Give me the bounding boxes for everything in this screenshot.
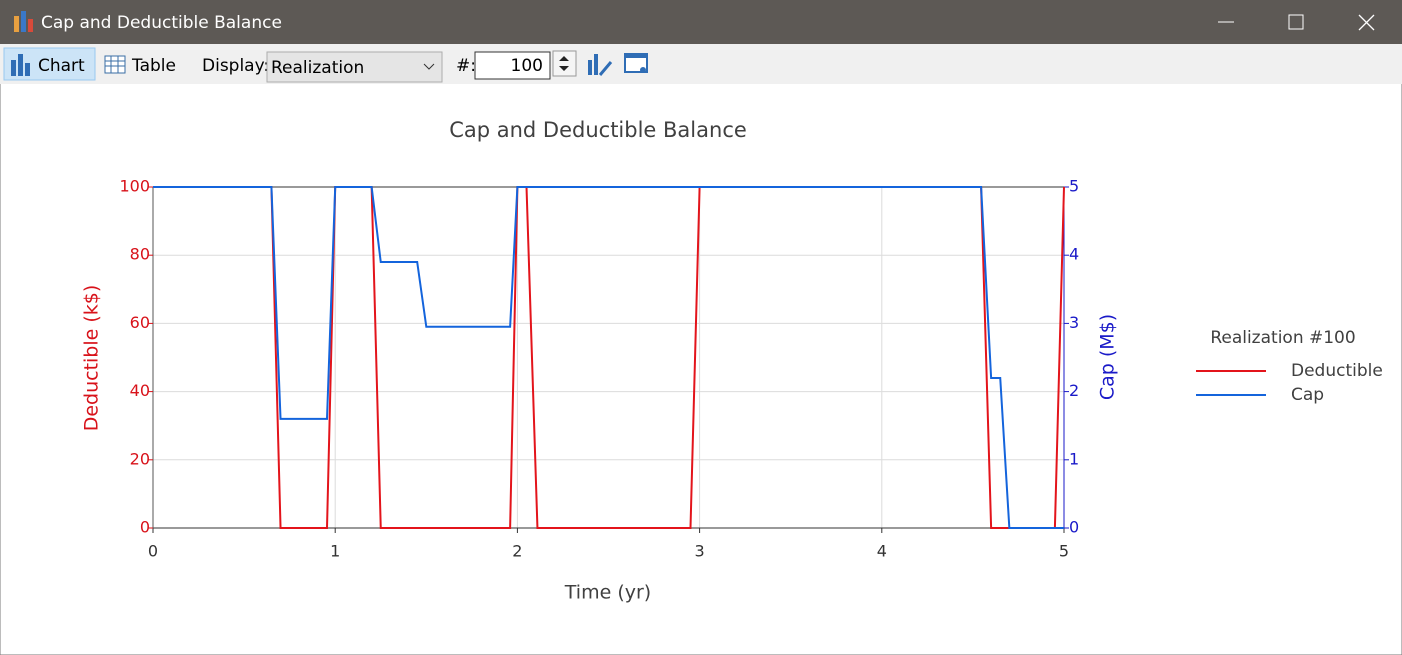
x-tick-label: 5: [1059, 542, 1069, 561]
y-tick-label: 60: [130, 313, 150, 332]
app-icon: [14, 11, 33, 32]
chart-icon: [11, 54, 30, 76]
table-tab-label[interactable]: Table: [131, 56, 176, 76]
y2-tick-label: 2: [1069, 381, 1079, 400]
display-label: Display:: [202, 56, 269, 76]
y-tick-label: 100: [119, 177, 150, 196]
dropdown-arrow: [423, 63, 435, 70]
chart-tab-label: Chart: [38, 56, 85, 76]
y2-tick-label: 1: [1069, 449, 1079, 468]
window-title: Cap and Deductible Balance: [41, 13, 282, 33]
legend-label: Cap: [1291, 385, 1324, 405]
settings-button[interactable]: [624, 53, 648, 73]
number-value: 100: [511, 56, 543, 76]
display-select[interactable]: [266, 51, 443, 83]
x-tick-label: 3: [695, 542, 705, 561]
legend-label: Deductible: [1291, 361, 1383, 381]
toolbar: [0, 44, 1402, 84]
number-input[interactable]: [474, 51, 551, 80]
series-line: [153, 186, 1064, 529]
table-icon[interactable]: [104, 55, 126, 74]
maximize-button[interactable]: [1288, 14, 1304, 30]
y-axis-label: Deductible (k$): [81, 285, 103, 432]
chart-title: Cap and Deductible Balance: [449, 118, 747, 142]
x-tick-label: 2: [512, 542, 522, 561]
legend-title: Realization #100: [1210, 328, 1355, 348]
y2-axis-label: Cap (M$): [1097, 314, 1119, 400]
edit-chart-button[interactable]: [588, 54, 613, 76]
y-tick-label: 20: [130, 449, 150, 468]
number-label: #:: [456, 56, 476, 76]
spinner[interactable]: [552, 50, 577, 77]
y2-tick-label: 4: [1069, 245, 1079, 264]
y-tick-label: 40: [130, 381, 150, 400]
y-tick-label: 80: [130, 245, 150, 264]
y2-tick-label: 5: [1069, 177, 1079, 196]
x-tick-label: 0: [148, 542, 158, 561]
y-tick-label: 0: [140, 518, 150, 537]
x-tick-label: 4: [877, 542, 887, 561]
y2-tick-label: 0: [1069, 518, 1079, 537]
close-button[interactable]: [1358, 14, 1375, 31]
spinner-arrows: [559, 56, 569, 71]
y2-tick-label: 3: [1069, 313, 1079, 332]
x-axis-label: Time (yr): [564, 582, 651, 604]
display-value: Realization: [271, 58, 364, 78]
x-tick-label: 1: [330, 542, 340, 561]
title-bar: [0, 0, 1402, 44]
